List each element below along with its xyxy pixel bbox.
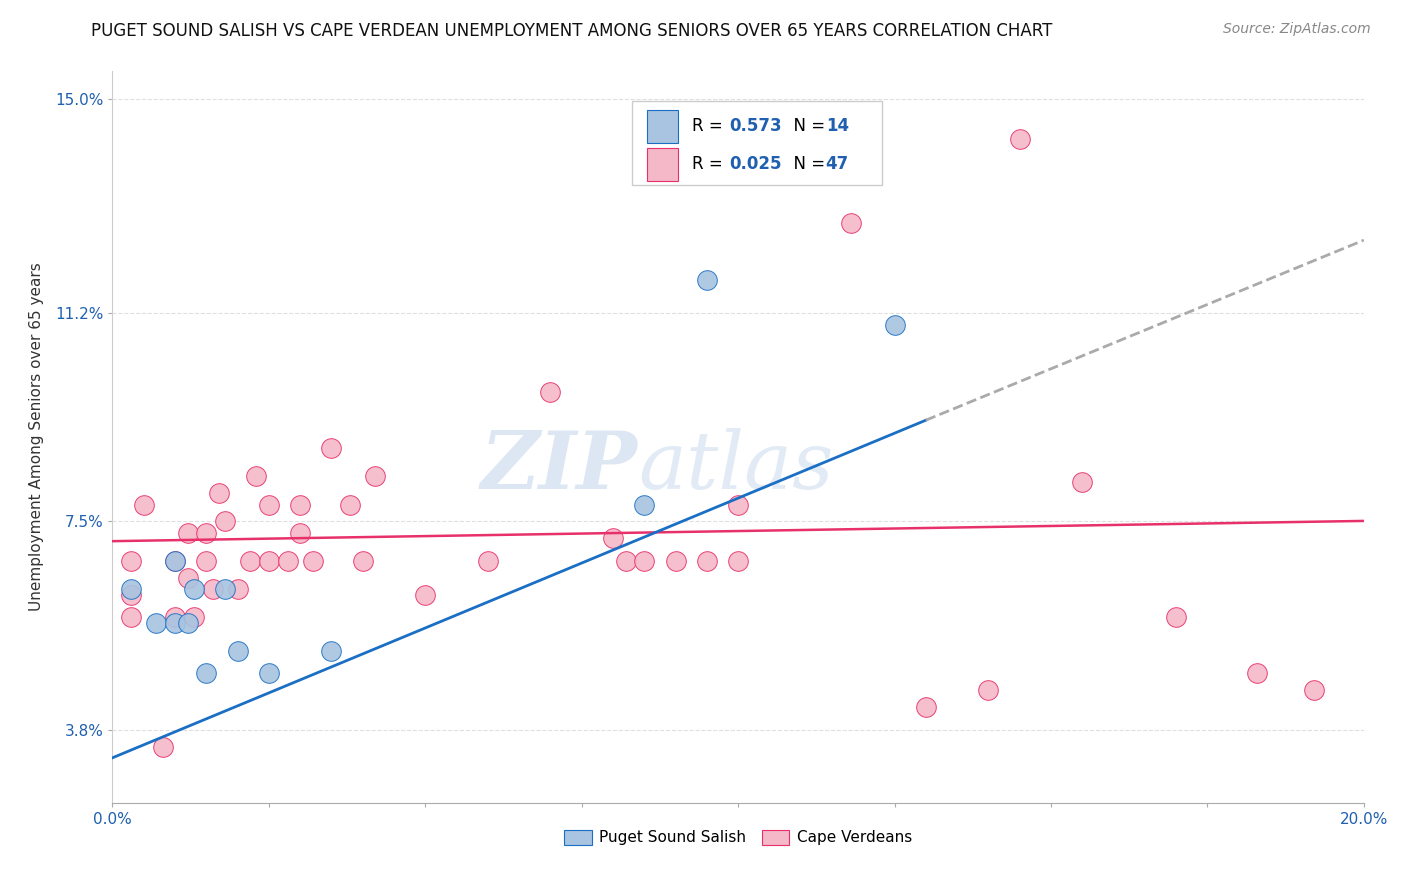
Point xyxy=(183,582,205,596)
Point xyxy=(195,666,218,681)
Point xyxy=(415,588,437,602)
Point xyxy=(1302,683,1324,698)
Point xyxy=(226,644,249,658)
Text: R =: R = xyxy=(692,118,728,136)
Text: R =: R = xyxy=(692,155,728,173)
Legend: Puget Sound Salish, Cape Verdeans: Puget Sound Salish, Cape Verdeans xyxy=(560,825,917,850)
Point xyxy=(120,588,142,602)
Point xyxy=(696,272,718,286)
Point xyxy=(540,385,562,400)
Point xyxy=(614,554,637,568)
Text: ZIP: ZIP xyxy=(481,427,638,505)
Text: N =: N = xyxy=(783,118,831,136)
Text: atlas: atlas xyxy=(638,427,834,505)
Point xyxy=(120,554,142,568)
Point xyxy=(163,610,186,624)
Point xyxy=(239,554,262,568)
Point xyxy=(257,498,280,512)
Point xyxy=(727,554,749,568)
Point xyxy=(176,571,198,585)
Point xyxy=(163,615,186,630)
Point xyxy=(352,554,374,568)
Point xyxy=(1246,666,1268,681)
Point xyxy=(290,525,312,540)
Point xyxy=(696,554,718,568)
Point xyxy=(321,442,343,456)
Text: 14: 14 xyxy=(825,118,849,136)
Point xyxy=(301,554,323,568)
Y-axis label: Unemployment Among Seniors over 65 years: Unemployment Among Seniors over 65 years xyxy=(30,263,44,611)
Point xyxy=(176,615,198,630)
Point xyxy=(1166,610,1188,624)
Point xyxy=(664,554,686,568)
Point xyxy=(1071,475,1094,489)
Point xyxy=(257,666,280,681)
Point xyxy=(1008,132,1031,146)
Point xyxy=(339,498,361,512)
Point xyxy=(364,469,387,483)
Point xyxy=(195,525,218,540)
FancyBboxPatch shape xyxy=(631,101,882,185)
Point xyxy=(176,525,198,540)
Point xyxy=(145,615,167,630)
Text: 47: 47 xyxy=(825,155,849,173)
Point xyxy=(633,554,655,568)
Point xyxy=(321,644,343,658)
Point xyxy=(214,582,236,596)
Point xyxy=(277,554,299,568)
Point xyxy=(120,610,142,624)
Point xyxy=(201,582,224,596)
Point xyxy=(778,132,800,146)
Point xyxy=(226,582,249,596)
Point xyxy=(915,700,938,714)
FancyBboxPatch shape xyxy=(647,148,678,181)
Point xyxy=(602,532,624,546)
Point xyxy=(132,498,155,512)
Point xyxy=(839,216,862,230)
Point xyxy=(245,469,267,483)
Point xyxy=(163,554,186,568)
Point xyxy=(163,554,186,568)
Text: 0.025: 0.025 xyxy=(730,155,782,173)
Point xyxy=(152,739,174,754)
Point xyxy=(633,498,655,512)
Point xyxy=(183,610,205,624)
Point xyxy=(257,554,280,568)
Point xyxy=(214,515,236,529)
FancyBboxPatch shape xyxy=(647,111,678,144)
Text: PUGET SOUND SALISH VS CAPE VERDEAN UNEMPLOYMENT AMONG SENIORS OVER 65 YEARS CORR: PUGET SOUND SALISH VS CAPE VERDEAN UNEMP… xyxy=(91,22,1053,40)
Point xyxy=(208,486,231,500)
Text: 0.573: 0.573 xyxy=(730,118,782,136)
Text: Source: ZipAtlas.com: Source: ZipAtlas.com xyxy=(1223,22,1371,37)
Point xyxy=(290,498,312,512)
Point xyxy=(195,554,218,568)
Point xyxy=(727,498,749,512)
Point xyxy=(977,683,1000,698)
Text: N =: N = xyxy=(783,155,831,173)
Point xyxy=(120,582,142,596)
Point xyxy=(883,318,905,332)
Point xyxy=(477,554,499,568)
